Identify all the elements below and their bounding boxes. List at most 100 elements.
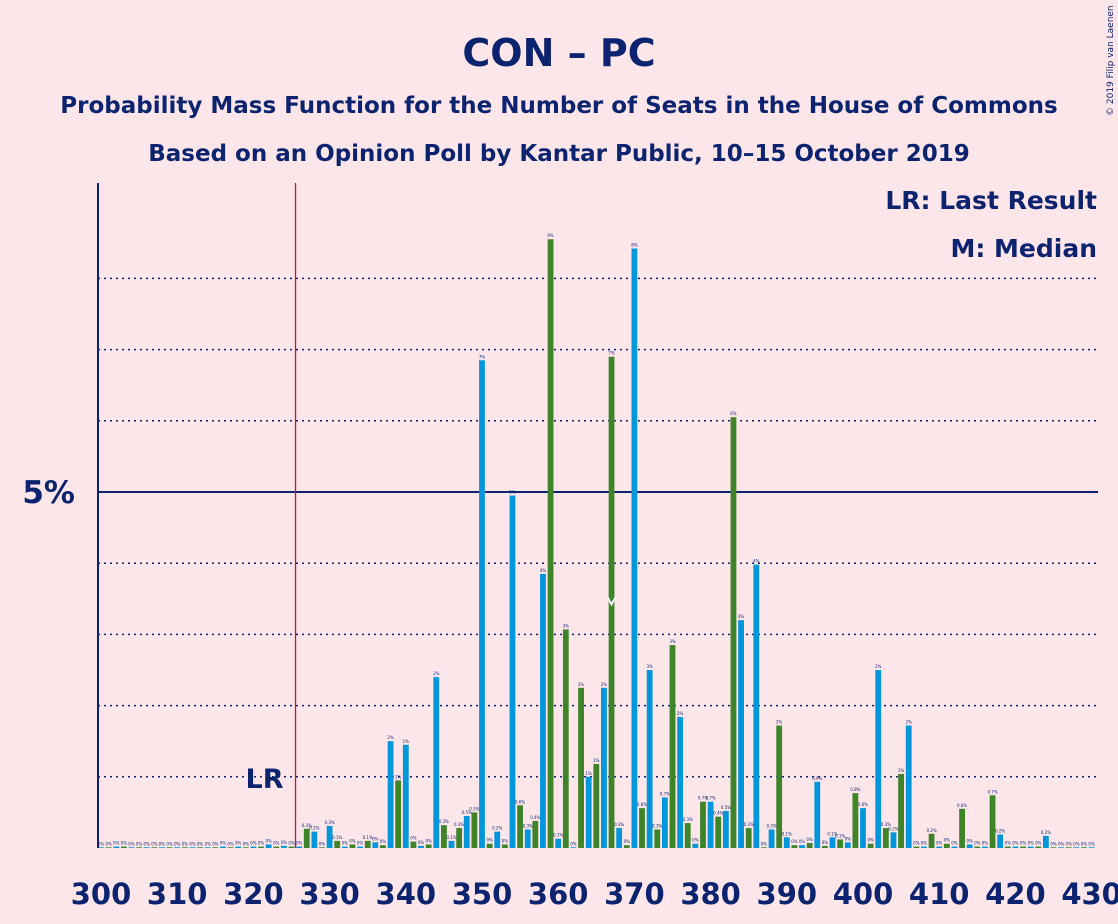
bar-366 bbox=[601, 687, 607, 848]
bar-label-321: 0% bbox=[258, 841, 265, 846]
bar-393 bbox=[806, 843, 813, 848]
bar-label-389: 2% bbox=[776, 720, 783, 725]
bar-label-384: 3% bbox=[738, 614, 745, 619]
bar-422 bbox=[1027, 846, 1034, 848]
bar-410 bbox=[936, 846, 943, 848]
bar-311 bbox=[181, 847, 188, 848]
bar-365 bbox=[593, 763, 600, 848]
bar-label-330: 0.3% bbox=[325, 820, 335, 825]
bar-376 bbox=[677, 716, 684, 848]
bar-330 bbox=[326, 825, 333, 848]
bar-label-428: 0% bbox=[1073, 841, 1080, 846]
median-marker bbox=[606, 596, 617, 607]
bar-302 bbox=[113, 846, 120, 848]
bar-label-376: 2% bbox=[677, 711, 684, 716]
bar-label-377: 0.3% bbox=[683, 817, 693, 822]
bar-label-327: 0.3% bbox=[302, 823, 312, 828]
bar-label-419: 0% bbox=[1005, 841, 1012, 846]
bar-348 bbox=[463, 815, 470, 848]
bar-379 bbox=[700, 801, 706, 848]
bar-label-406: 2% bbox=[906, 720, 913, 725]
bar-label-400: 0.6% bbox=[858, 802, 868, 807]
bar-label-405: 1% bbox=[898, 768, 905, 773]
bar-413 bbox=[959, 808, 965, 848]
bar-380 bbox=[707, 801, 714, 848]
bar-425 bbox=[1050, 847, 1057, 848]
bar-424 bbox=[1042, 835, 1049, 848]
bar-430 bbox=[1088, 847, 1095, 848]
bar-317 bbox=[227, 847, 234, 848]
bar-377 bbox=[684, 823, 691, 848]
bar-408 bbox=[921, 846, 927, 848]
bar-396 bbox=[829, 837, 836, 848]
bar-label-393: 0% bbox=[806, 837, 813, 842]
bar-label-408: 0% bbox=[921, 841, 928, 846]
bar-label-410: 0% bbox=[936, 841, 943, 846]
bar-label-430: 0% bbox=[1088, 841, 1095, 846]
bar-label-303: 0% bbox=[121, 841, 128, 846]
bar-label-355: 0.6% bbox=[515, 799, 525, 804]
bar-411 bbox=[943, 843, 950, 848]
bar-label-340: 1% bbox=[403, 739, 410, 744]
bar-324 bbox=[280, 845, 287, 848]
bar-label-342: 0% bbox=[418, 840, 425, 845]
bar-326 bbox=[296, 846, 303, 848]
overlay-group: LR bbox=[246, 183, 617, 848]
bar-label-341: 0% bbox=[410, 836, 417, 841]
bar-325 bbox=[288, 846, 295, 848]
bar-label-363: 2% bbox=[578, 682, 585, 687]
bar-358 bbox=[540, 573, 546, 848]
bar-418 bbox=[997, 834, 1004, 848]
bar-329 bbox=[319, 847, 325, 848]
bar-316 bbox=[220, 846, 226, 848]
bar-label-397: 0.1% bbox=[835, 833, 845, 838]
bar-346 bbox=[448, 840, 455, 848]
bar-label-323: 0% bbox=[273, 841, 280, 846]
bar-403 bbox=[882, 828, 889, 848]
x-tick-370: 370 bbox=[604, 877, 665, 911]
bar-371 bbox=[639, 808, 645, 848]
bar-label-427: 0% bbox=[1066, 841, 1073, 846]
bar-391 bbox=[791, 845, 798, 848]
x-tick-390: 390 bbox=[757, 877, 818, 911]
bar-307 bbox=[151, 847, 158, 848]
bar-label-394: 0.9% bbox=[812, 776, 822, 781]
bar-427 bbox=[1065, 847, 1072, 848]
bar-label-370: 8% bbox=[631, 242, 638, 247]
bar-label-331: 0.1% bbox=[332, 835, 342, 840]
bar-label-339: 1% bbox=[395, 774, 402, 779]
bar-369 bbox=[623, 845, 630, 848]
bar-304 bbox=[128, 847, 135, 848]
x-tick-360: 360 bbox=[528, 877, 589, 911]
bar-382 bbox=[722, 810, 729, 848]
bar-404 bbox=[890, 832, 897, 848]
bar-412 bbox=[951, 846, 958, 848]
bar-label-359: 9% bbox=[547, 233, 554, 238]
bar-321 bbox=[258, 846, 264, 848]
bar-label-420: 0% bbox=[1012, 841, 1019, 846]
bar-342 bbox=[418, 845, 424, 848]
bar-341 bbox=[410, 841, 417, 848]
chart-subtitle-1: Probability Mass Function for the Number… bbox=[60, 93, 1057, 119]
bar-label-326: 0% bbox=[296, 841, 303, 846]
bar-label-361: 3% bbox=[563, 623, 570, 628]
bar-labels-group: 0% 0% 0% 0% 0% 0% 0% 0% 0% 0% 0% 0% 0% 0% 0% 0% 0% 0% 0% 0%… bbox=[98, 233, 1095, 846]
bar-label-351: 0% bbox=[486, 838, 493, 843]
bar-label-358: 4% bbox=[540, 568, 547, 573]
x-tick-430: 430 bbox=[1061, 877, 1118, 911]
bar-327 bbox=[303, 828, 310, 848]
bar-label-366: 2% bbox=[601, 682, 608, 687]
bar-label-409: 0.2% bbox=[926, 828, 936, 833]
bar-395 bbox=[822, 845, 828, 848]
x-tick-340: 340 bbox=[376, 877, 437, 911]
bar-label-335: 0.1% bbox=[363, 835, 373, 840]
bar-340 bbox=[402, 744, 409, 848]
bar-359 bbox=[547, 239, 554, 849]
bar-label-396: 0.1% bbox=[827, 831, 837, 836]
bar-328 bbox=[311, 831, 318, 848]
bar-label-422: 0% bbox=[1027, 841, 1034, 846]
bar-label-368: 0.3% bbox=[614, 822, 624, 827]
bar-label-367: 7% bbox=[608, 351, 615, 356]
last-result-label: LR bbox=[246, 764, 284, 795]
